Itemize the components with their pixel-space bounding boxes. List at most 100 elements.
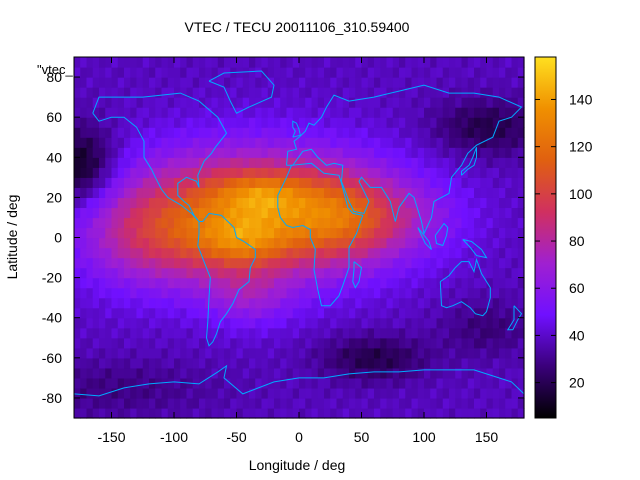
heatmap-cell [186,257,194,269]
heatmap-cell [80,197,88,209]
heatmap-cell [505,217,513,229]
heatmap-cell [480,187,488,198]
heatmap-cell [167,77,175,88]
heatmap-cell [242,357,250,369]
heatmap-cell [249,177,256,188]
heatmap-cell [142,147,150,158]
heatmap-cell [480,317,488,329]
heatmap-cell [117,287,125,299]
heatmap-cell [92,97,100,108]
heatmap-cell [180,247,188,259]
heatmap-cell [499,197,506,209]
heatmap-cell [317,317,325,329]
heatmap-cell [517,167,525,178]
heatmap-cell [236,297,244,309]
heatmap-cell [199,107,206,118]
heatmap-cell [467,177,475,188]
heatmap-cell [86,407,94,419]
heatmap-cell [205,397,213,409]
heatmap-cell [355,337,363,349]
heatmap-cell [230,257,238,269]
heatmap-cell [117,277,125,289]
heatmap-cell [467,67,475,78]
heatmap-cell [267,107,275,118]
heatmap-cell [417,297,425,309]
heatmap-cell [317,107,325,118]
heatmap-cell [199,67,206,78]
heatmap-cell [430,177,438,188]
heatmap-cell [474,87,481,98]
heatmap-cell [449,327,456,339]
heatmap-cell [286,117,294,128]
heatmap-cell [342,177,350,188]
heatmap-cell [117,387,125,399]
heatmap-cell [336,337,344,349]
heatmap-cell [242,337,250,349]
heatmap-cell [142,357,150,369]
heatmap-cell [142,307,150,319]
heatmap-cell [224,207,231,219]
heatmap-cell [261,317,269,329]
heatmap-cells [74,57,525,419]
heatmap-cell [317,357,325,369]
heatmap-cell [130,117,138,128]
heatmap-cell [211,197,219,209]
heatmap-cell [180,77,188,88]
heatmap-cell [499,77,506,88]
heatmap-cell [317,307,325,319]
heatmap-cell [255,307,263,319]
heatmap-cell [74,137,81,148]
heatmap-cell [474,287,481,299]
heatmap-cell [192,217,200,229]
heatmap-cell [324,77,331,88]
heatmap-cell [430,387,438,399]
heatmap-cell [355,257,363,269]
heatmap-cell [417,327,425,339]
heatmap-cell [236,277,244,289]
heatmap-cell [299,267,306,279]
heatmap-cell [217,317,225,329]
heatmap-cell [311,347,319,359]
heatmap-cell [442,337,450,349]
heatmap-cell [480,77,488,88]
heatmap-cell [186,137,194,148]
heatmap-cell [467,217,475,229]
heatmap-cell [217,357,225,369]
heatmap-cell [192,297,200,309]
heatmap-cell [199,407,206,419]
heatmap-cell [174,377,181,389]
heatmap-cell [417,237,425,249]
heatmap-cell [217,77,225,88]
heatmap-cell [230,147,238,158]
heatmap-cell [355,387,363,399]
heatmap-cell [286,367,294,379]
heatmap-cell [405,317,413,329]
heatmap-cell [380,197,388,209]
heatmap-cell [211,237,219,249]
heatmap-cell [374,97,381,108]
heatmap-cell [511,77,519,88]
heatmap-cell [380,107,388,118]
heatmap-cell [299,227,306,239]
heatmap-cell [342,267,350,279]
heatmap-cell [361,227,369,239]
heatmap-cell [292,307,300,319]
heatmap-cell [180,107,188,118]
heatmap-cell [274,337,281,349]
heatmap-cell [405,137,413,148]
heatmap-cell [280,117,288,128]
heatmap-cell [236,57,244,68]
heatmap-cell [124,167,131,178]
heatmap-cell [242,277,250,289]
heatmap-cell [499,97,506,108]
heatmap-cell [261,337,269,349]
heatmap-cell [267,97,275,108]
heatmap-cell [492,237,500,249]
heatmap-cell [342,147,350,158]
heatmap-cell [480,407,488,419]
heatmap-cell [105,307,113,319]
heatmap-cell [480,237,488,249]
heatmap-cell [174,137,181,148]
heatmap-cell [461,177,469,188]
heatmap-cell [461,157,469,168]
